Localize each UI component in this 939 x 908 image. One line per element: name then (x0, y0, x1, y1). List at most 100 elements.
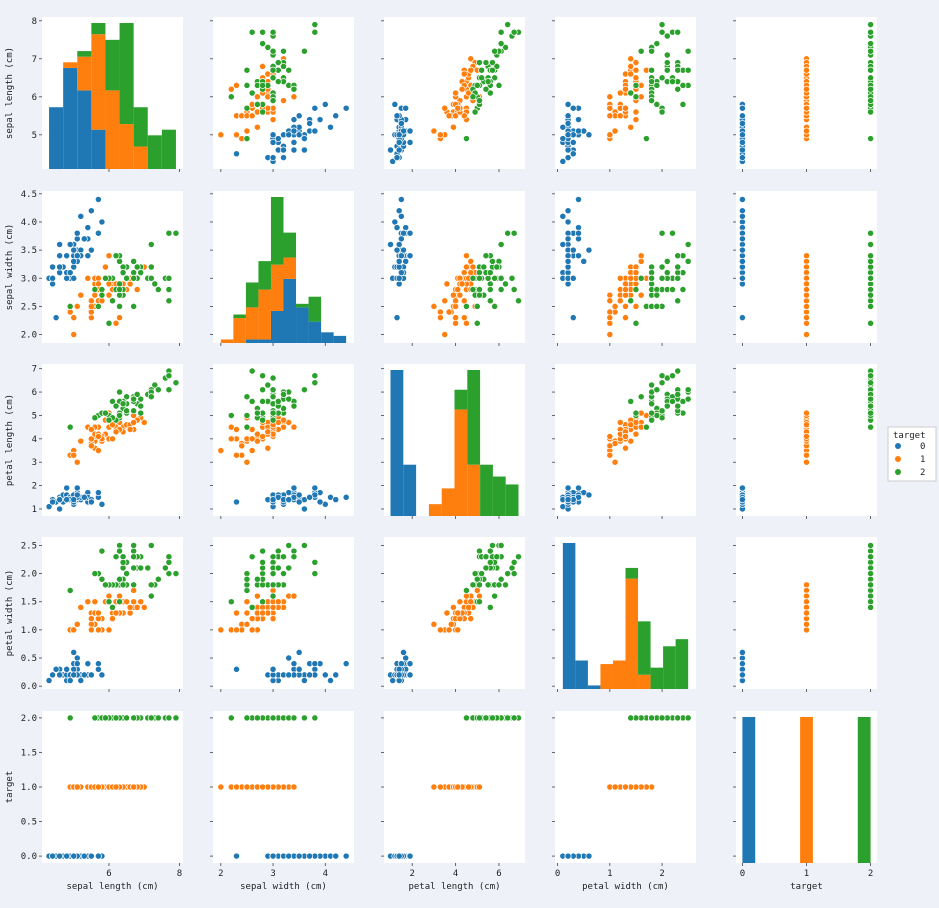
point-target-2 (632, 81, 640, 89)
point-target-2 (259, 570, 267, 578)
point-target-2 (653, 100, 661, 108)
point-target-2 (867, 547, 875, 555)
point-target-0 (269, 496, 277, 504)
point-target-0 (564, 280, 572, 288)
point-target-2 (658, 379, 666, 387)
point-target-1 (87, 308, 95, 316)
point-target-2 (475, 547, 483, 555)
point-target-1 (259, 609, 267, 617)
point-target-1 (637, 252, 645, 260)
point-target-2 (674, 714, 682, 722)
point-target-1 (253, 592, 261, 600)
point-target-1 (264, 444, 272, 452)
hist-bar-target-0 (575, 660, 588, 689)
point-target-2 (280, 390, 287, 398)
point-target-1 (622, 433, 629, 440)
point-target-1 (803, 274, 810, 282)
point-target-2 (311, 372, 319, 380)
hist-bar-target-2 (105, 39, 120, 91)
point-target-0 (402, 224, 410, 232)
point-target-2 (867, 40, 875, 48)
hist-bar-target-2 (663, 646, 676, 689)
point-target-2 (123, 714, 131, 722)
point-target-1 (105, 280, 113, 288)
point-target-1 (606, 433, 614, 440)
point-target-2 (493, 263, 501, 271)
point-target-0 (269, 852, 277, 860)
point-target-1 (632, 302, 640, 310)
point-target-1 (430, 127, 438, 135)
point-target-0 (387, 146, 394, 154)
point-target-2 (663, 59, 671, 67)
point-target-2 (290, 547, 298, 555)
point-target-1 (632, 108, 640, 116)
point-target-0 (56, 252, 64, 260)
point-target-1 (243, 458, 251, 466)
point-target-2 (123, 407, 131, 415)
point-target-1 (611, 302, 619, 310)
point-target-2 (91, 714, 99, 722)
point-target-1 (627, 70, 635, 78)
point-target-0 (233, 852, 240, 860)
point-target-1 (616, 89, 624, 97)
point-target-1 (126, 280, 134, 288)
point-target-0 (290, 138, 298, 146)
panel-petal-width-vs-target (733, 537, 877, 692)
hist-bar-target-0 (63, 67, 78, 169)
hist-bar-target-2 (857, 717, 871, 863)
point-target-0 (73, 660, 81, 668)
point-target-2 (473, 302, 481, 310)
point-target-2 (658, 21, 666, 29)
point-target-0 (233, 150, 240, 158)
point-target-2 (674, 274, 682, 282)
x-axis-label: target (790, 882, 823, 892)
point-target-2 (867, 564, 875, 572)
point-target-2 (475, 274, 483, 282)
point-target-2 (663, 257, 671, 265)
point-target-2 (116, 280, 124, 288)
point-target-0 (269, 677, 277, 685)
point-target-2 (674, 28, 682, 36)
point-target-2 (867, 286, 875, 293)
point-target-1 (87, 626, 95, 634)
point-target-2 (482, 553, 490, 561)
point-target-2 (243, 423, 251, 431)
point-target-2 (648, 400, 656, 408)
point-target-0 (70, 665, 78, 673)
point-target-1 (243, 620, 251, 628)
point-target-0 (564, 100, 572, 108)
y-tick-label: 5 (32, 131, 37, 141)
point-target-1 (436, 131, 444, 139)
point-target-2 (674, 252, 682, 260)
point-target-2 (105, 598, 113, 606)
point-target-0 (738, 654, 746, 662)
point-target-2 (462, 714, 470, 722)
point-target-0 (738, 154, 746, 162)
point-target-2 (269, 97, 277, 105)
point-target-2 (269, 570, 277, 578)
point-target-1 (803, 581, 810, 589)
point-target-1 (436, 314, 444, 322)
point-target-0 (400, 246, 407, 254)
panel-sepal-width-vs-petal-width (552, 191, 696, 346)
hist-bar-target-1 (600, 664, 613, 689)
point-target-1 (803, 85, 810, 93)
point-target-0 (63, 274, 71, 282)
point-target-0 (80, 235, 88, 243)
point-target-0 (738, 138, 746, 146)
point-target-0 (73, 654, 81, 662)
point-target-1 (803, 291, 810, 299)
point-target-2 (248, 397, 256, 405)
point-target-2 (105, 319, 113, 327)
hist-bar-target-1 (800, 717, 813, 863)
hist-bar-target-0 (742, 717, 756, 863)
point-target-0 (66, 241, 74, 248)
point-target-1 (637, 291, 645, 299)
point-target-2 (627, 297, 635, 305)
point-target-2 (867, 274, 875, 282)
point-target-1 (622, 302, 629, 310)
point-target-0 (564, 257, 572, 265)
hist-bar-target-0 (283, 278, 297, 343)
point-target-0 (564, 484, 572, 492)
point-target-2 (867, 302, 875, 310)
